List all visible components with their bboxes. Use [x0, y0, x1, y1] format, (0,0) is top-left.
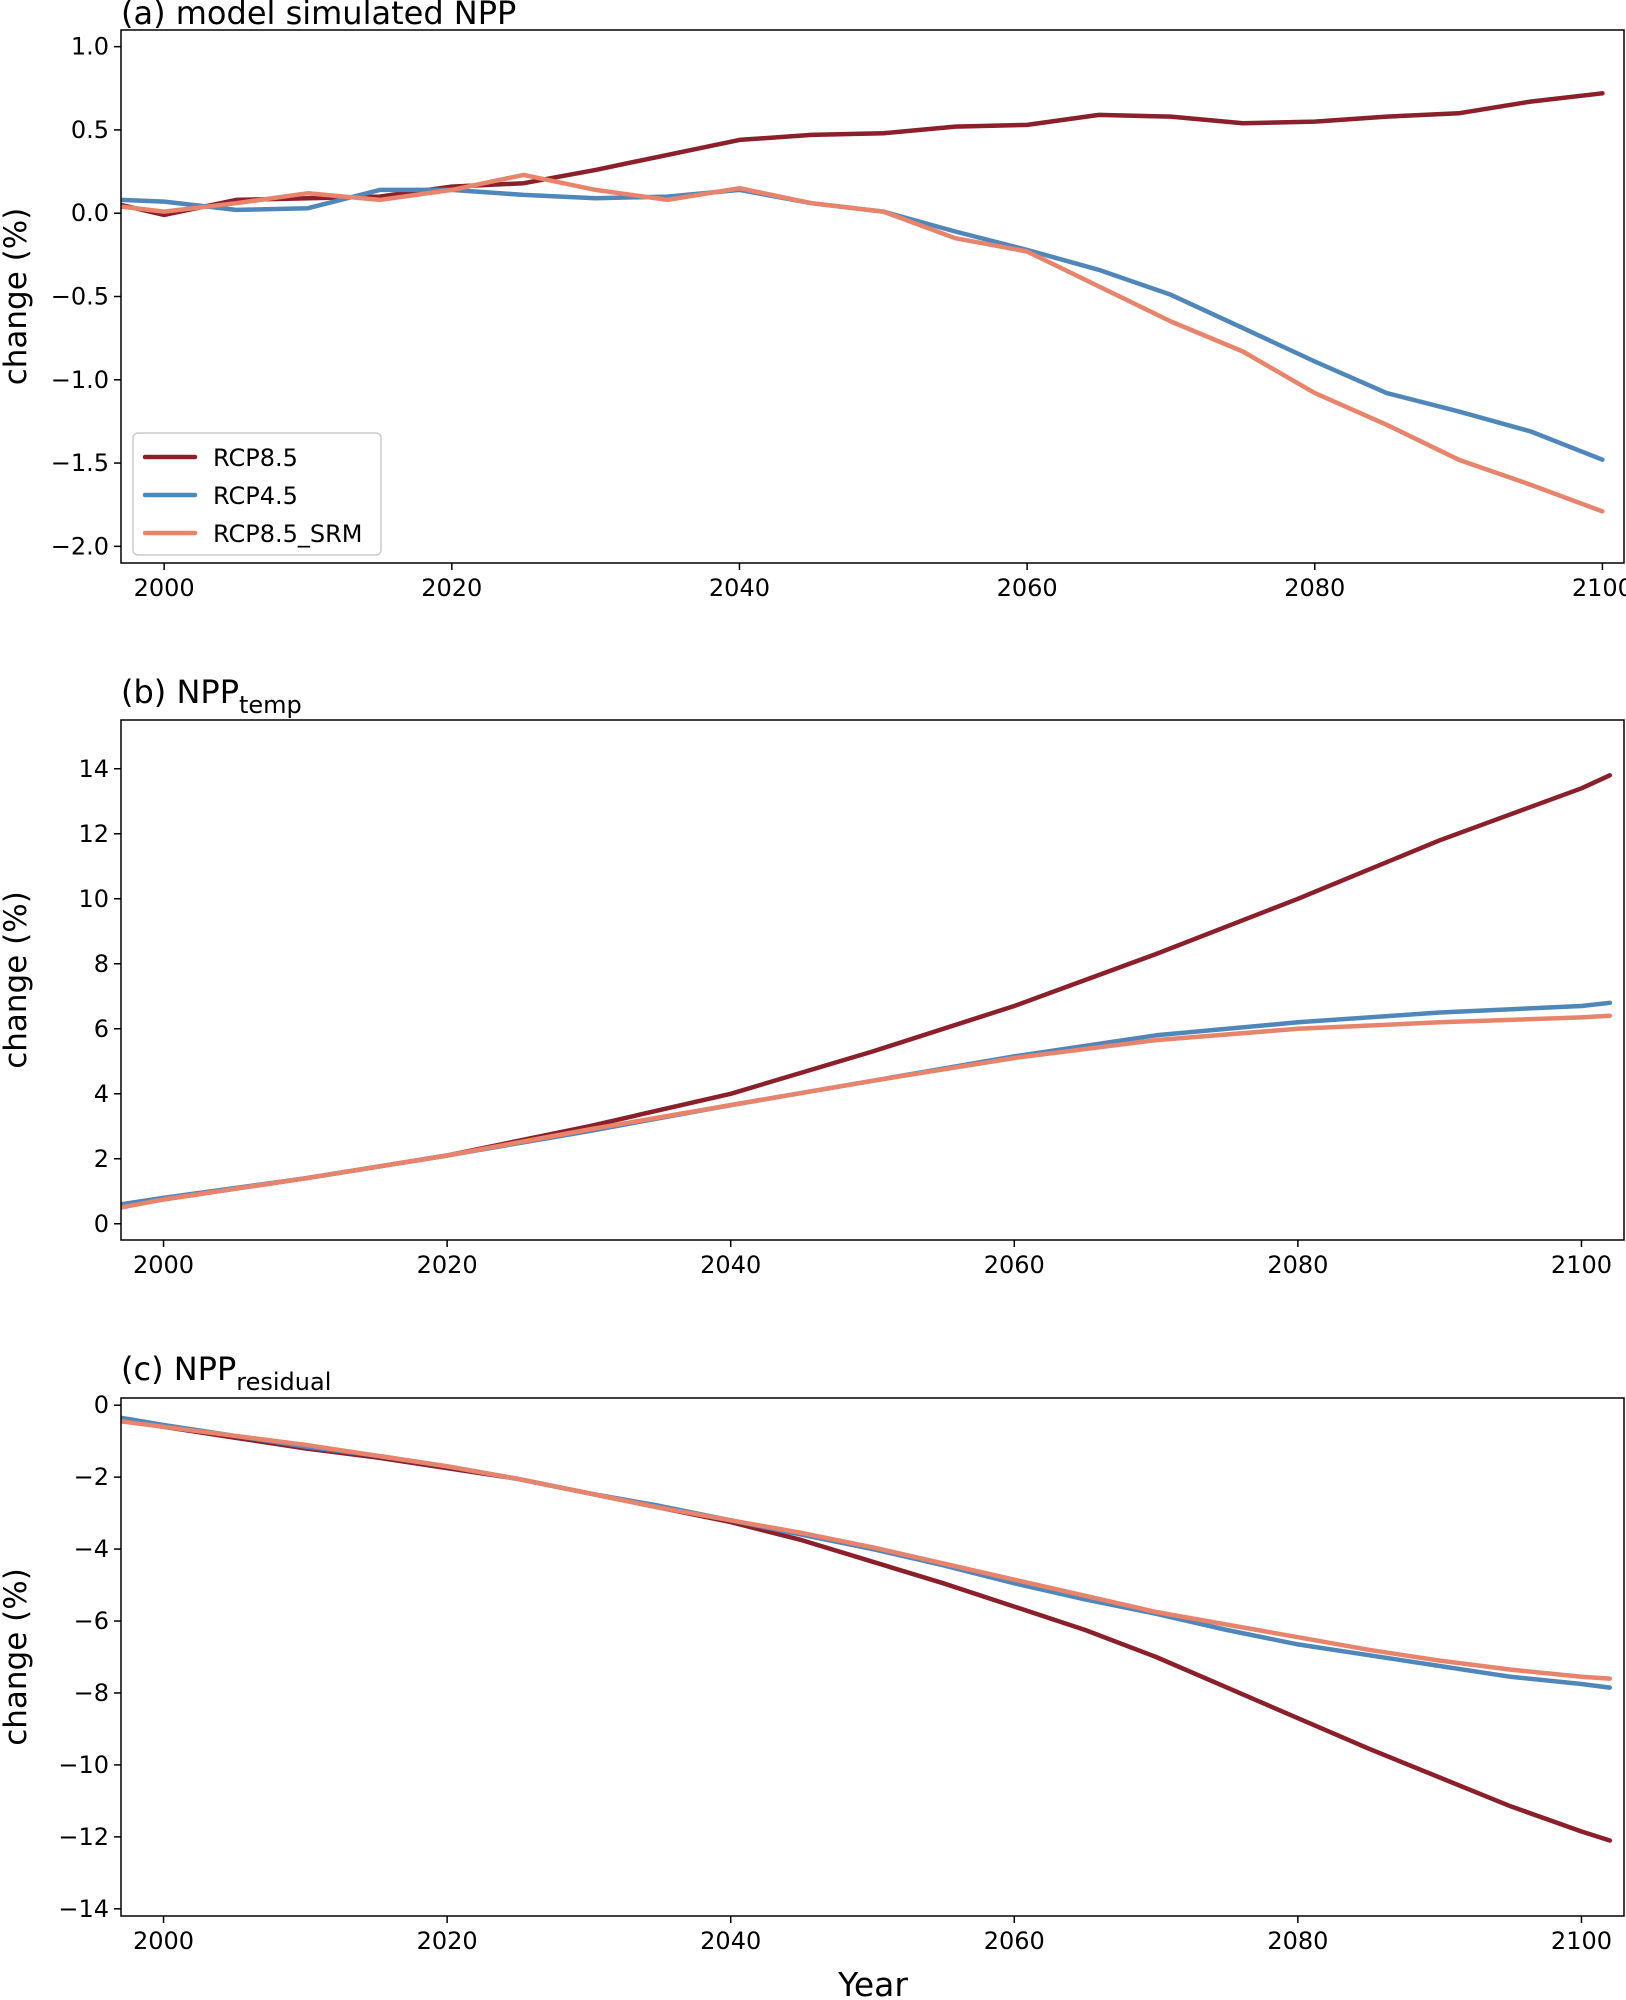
panel-c-x-tick-label: 2080 [1267, 1927, 1328, 1955]
panel-a-x-tick-label: 2020 [421, 574, 482, 602]
panel-c-series-group [121, 1415, 1613, 1843]
legend-label-rcp8-5: RCP8.5 [213, 444, 298, 472]
panel-a-series-rcp4-5 [121, 187, 1605, 462]
panel-b-title-subscript: temp [239, 691, 302, 719]
panel-a-x-tick-label: 2040 [709, 574, 770, 602]
panel-a-plot-area [120, 29, 1625, 564]
panel-a-y-tick-label: −1.5 [51, 449, 109, 477]
panel-b-plot-area [120, 719, 1625, 1241]
panel-b-y-tick-label: 0 [94, 1210, 109, 1238]
panel-c-y-tick-label: −14 [58, 1895, 109, 1923]
panel-c-y-tick-label: 0 [94, 1391, 109, 1419]
panel-b-x-tick-label: 2080 [1267, 1251, 1328, 1279]
panel-a-y-tick-label: 0.0 [71, 199, 109, 227]
panel-b-y-tick-label: 14 [78, 755, 109, 783]
panel-a: (a) model simulated NPP change (%) 2000 202… [0, 0, 1626, 602]
panel-b-y-tick-label: 10 [78, 885, 109, 913]
panel-c-y-tick-label: −12 [58, 1823, 109, 1851]
panel-c-series-rcp4-5 [121, 1415, 1613, 1690]
panel-a-series-rcp8-5-srm [121, 172, 1605, 514]
panel-c-y-tick-label: −4 [74, 1535, 109, 1563]
panel-c-x-tick-label: 2040 [700, 1927, 761, 1955]
panel-a-y-tick-label: 0.5 [71, 116, 109, 144]
panel-a-y-tick-label: 1.0 [71, 33, 109, 61]
panel-b-title-main: (b) NPP [121, 673, 239, 711]
panel-c-title-main: (c) NPP [121, 1350, 236, 1388]
panel-a-y-tick-label: −2.0 [51, 532, 109, 560]
panel-a-x-tick-label: 2100 [1572, 574, 1626, 602]
panel-a-y-tick-label: −0.5 [51, 283, 109, 311]
panel-b-y-axis-label: change (%) [0, 891, 34, 1069]
panel-c-plot-area [120, 1397, 1625, 1917]
legend-label-rcp8-5-srm: RCP8.5_SRM [213, 520, 363, 548]
panel-b-y-tick-label: 4 [94, 1080, 109, 1108]
panel-b-y-tick-label: 6 [94, 1015, 109, 1043]
x-axis-label: Year [837, 1965, 908, 2000]
panel-c-title-subscript: residual [236, 1368, 331, 1396]
panel-c-y-tick-label: −6 [74, 1607, 109, 1635]
panel-a-x-tick-label: 2060 [997, 574, 1058, 602]
panel-b-series-group [121, 773, 1613, 1210]
panel-b-series-rcp8-5 [121, 773, 1613, 1209]
panel-a-y-tick-label: −1.0 [51, 366, 109, 394]
panel-c-title: (c) NPPresidual [121, 1350, 331, 1396]
panel-c-y-tick-label: −10 [58, 1751, 109, 1779]
panel-c-series-rcp8-5-srm [121, 1419, 1613, 1681]
panel-c-x-tick-label: 2020 [417, 1927, 478, 1955]
panel-b-y-tick-label: 12 [78, 820, 109, 848]
panel-b-x-tick-label: 2100 [1551, 1251, 1612, 1279]
panel-c-series-rcp8-5 [121, 1417, 1613, 1843]
panel-b-series-rcp8-5-srm [121, 1013, 1613, 1210]
panel-b-title: (b) NPPtemp [121, 673, 302, 719]
panel-a-title-main: (a) model simulated NPP [121, 0, 516, 32]
panel-b-y-tick-label: 8 [94, 950, 109, 978]
panel-c-y-tick-label: −8 [74, 1679, 109, 1707]
panel-c-x-tick-label: 2100 [1551, 1927, 1612, 1955]
panel-b-y-tick-label: 2 [94, 1145, 109, 1173]
panel-a-title: (a) model simulated NPP [121, 0, 516, 32]
panel-b-x-tick-label: 2040 [700, 1251, 761, 1279]
panel-c-x-tick-label: 2000 [133, 1927, 194, 1955]
panel-b-x-tick-label: 2000 [133, 1251, 194, 1279]
panel-a-x-tick-label: 2000 [134, 574, 195, 602]
legend-box [132, 432, 382, 556]
panel-b-x-tick-label: 2020 [417, 1251, 478, 1279]
panel-a-y-axis-label: change (%) [0, 208, 34, 386]
legend-label-rcp4-5: RCP4.5 [213, 482, 298, 510]
panel-a-series-group [121, 91, 1605, 514]
panel-c-y-axis-label: change (%) [0, 1568, 34, 1746]
panel-a-x-tick-label: 2080 [1284, 574, 1345, 602]
panel-c-x-tick-label: 2060 [984, 1927, 1045, 1955]
legend: RCP8.5 RCP4.5 RCP8.5_SRM [132, 432, 382, 556]
panel-c-y-tick-label: −2 [74, 1463, 109, 1491]
panel-b-x-tick-label: 2060 [984, 1251, 1045, 1279]
panel-c: (c) NPPresidual change (%) 2000 2020 2040 206… [0, 1350, 1625, 1955]
